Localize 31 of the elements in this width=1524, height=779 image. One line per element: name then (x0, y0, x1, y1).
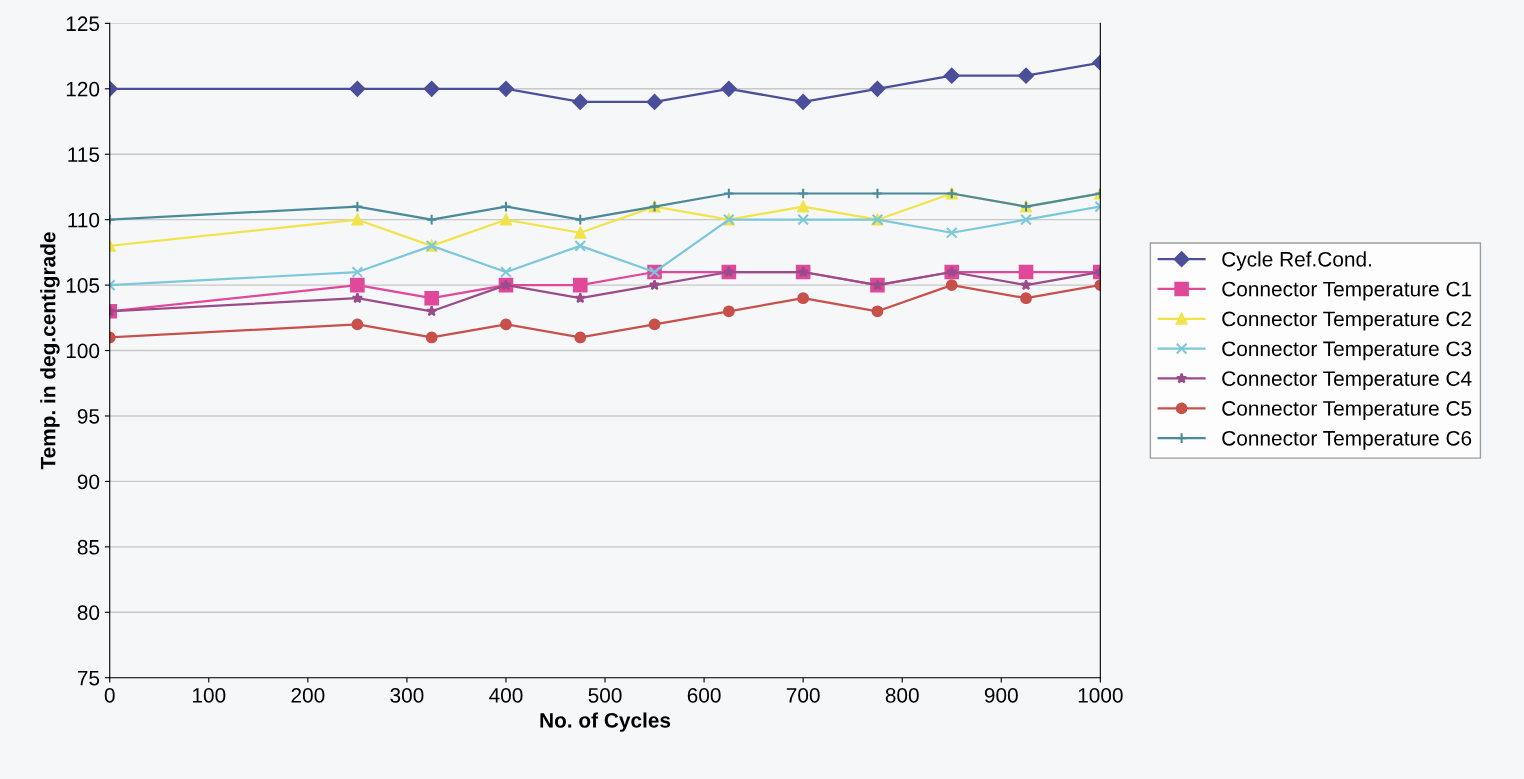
y-tick-label: 105 (66, 278, 100, 293)
legend-label: Connector Temperature C1 (1222, 281, 1472, 301)
x-tick-label: 100 (193, 688, 226, 703)
x-tick-label: 600 (687, 688, 721, 703)
y-tick-label: 125 (66, 16, 100, 32)
x-tick-label: 700 (786, 688, 820, 703)
y-axis-title: Temp. in deg.centigrade (40, 232, 60, 470)
legend-label: Connector Temperature C5 (1222, 401, 1472, 420)
legend-label: Cycle Ref.Cond. (1222, 251, 1371, 271)
x-tick-label: 900 (984, 688, 1018, 703)
y-tick-label: 95 (77, 408, 100, 424)
y-tick-label: 85 (77, 539, 100, 555)
x-tick-label: 400 (489, 688, 523, 703)
y-tick-label: 80 (77, 605, 100, 621)
y-tick-label: 120 (66, 81, 100, 97)
y-tick-label: 115 (68, 147, 100, 162)
legend-label: Connector Temperature C3 (1222, 341, 1472, 361)
legend-label: Connector Temperature C4 (1222, 371, 1472, 391)
x-tick-label: 800 (885, 688, 919, 703)
x-tick-label: 0 (104, 688, 115, 703)
x-axis-title: No. of Cycles (540, 712, 671, 732)
x-tick-label: 300 (390, 688, 424, 703)
y-tick-label: 100 (66, 343, 100, 359)
legend-label: Connector Temperature C6 (1222, 430, 1472, 450)
x-tick-label: 500 (588, 688, 622, 703)
y-tick-label: 75 (77, 670, 100, 686)
legend-label: Connector Temperature C2 (1222, 311, 1472, 331)
x-tick-label: 1000 (1078, 688, 1123, 703)
y-tick-label: 110 (68, 212, 100, 228)
x-tick-label: 200 (291, 688, 325, 703)
y-tick-label: 90 (77, 474, 100, 490)
